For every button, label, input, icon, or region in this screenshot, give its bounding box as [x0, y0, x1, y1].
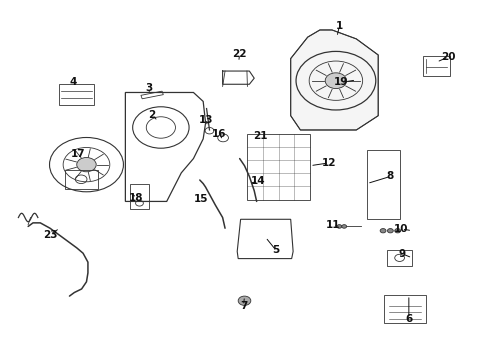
Text: 19: 19 — [333, 77, 347, 87]
Circle shape — [336, 225, 341, 228]
Circle shape — [325, 73, 346, 89]
Text: 22: 22 — [232, 49, 246, 59]
Text: 1: 1 — [335, 21, 342, 31]
Text: 10: 10 — [393, 224, 408, 234]
Bar — [130, 184, 148, 209]
Bar — [383, 295, 426, 323]
Bar — [246, 134, 309, 200]
Text: 14: 14 — [250, 176, 265, 186]
Bar — [422, 57, 449, 76]
Text: 23: 23 — [42, 230, 57, 240]
Text: 15: 15 — [193, 194, 207, 203]
Text: 16: 16 — [211, 129, 226, 139]
Text: 8: 8 — [386, 171, 393, 181]
Text: 13: 13 — [198, 115, 212, 125]
Text: 3: 3 — [145, 83, 152, 93]
Bar — [386, 249, 411, 266]
Bar — [366, 150, 399, 219]
Text: 20: 20 — [441, 52, 455, 62]
Text: 12: 12 — [321, 158, 336, 168]
Text: 17: 17 — [70, 149, 85, 159]
Circle shape — [394, 229, 400, 233]
Text: 18: 18 — [129, 193, 143, 203]
Text: 4: 4 — [69, 77, 77, 87]
Polygon shape — [290, 30, 377, 130]
Text: 9: 9 — [398, 249, 405, 259]
Circle shape — [238, 296, 250, 305]
Circle shape — [379, 229, 385, 233]
Text: 21: 21 — [252, 131, 267, 141]
Text: 5: 5 — [272, 246, 279, 255]
Text: 7: 7 — [239, 301, 247, 311]
Circle shape — [341, 225, 346, 228]
Circle shape — [77, 157, 96, 172]
Text: 6: 6 — [405, 314, 411, 324]
Circle shape — [386, 229, 392, 233]
Bar — [59, 84, 94, 105]
Text: 2: 2 — [148, 110, 155, 120]
Bar — [64, 170, 98, 189]
Text: 11: 11 — [325, 220, 340, 230]
